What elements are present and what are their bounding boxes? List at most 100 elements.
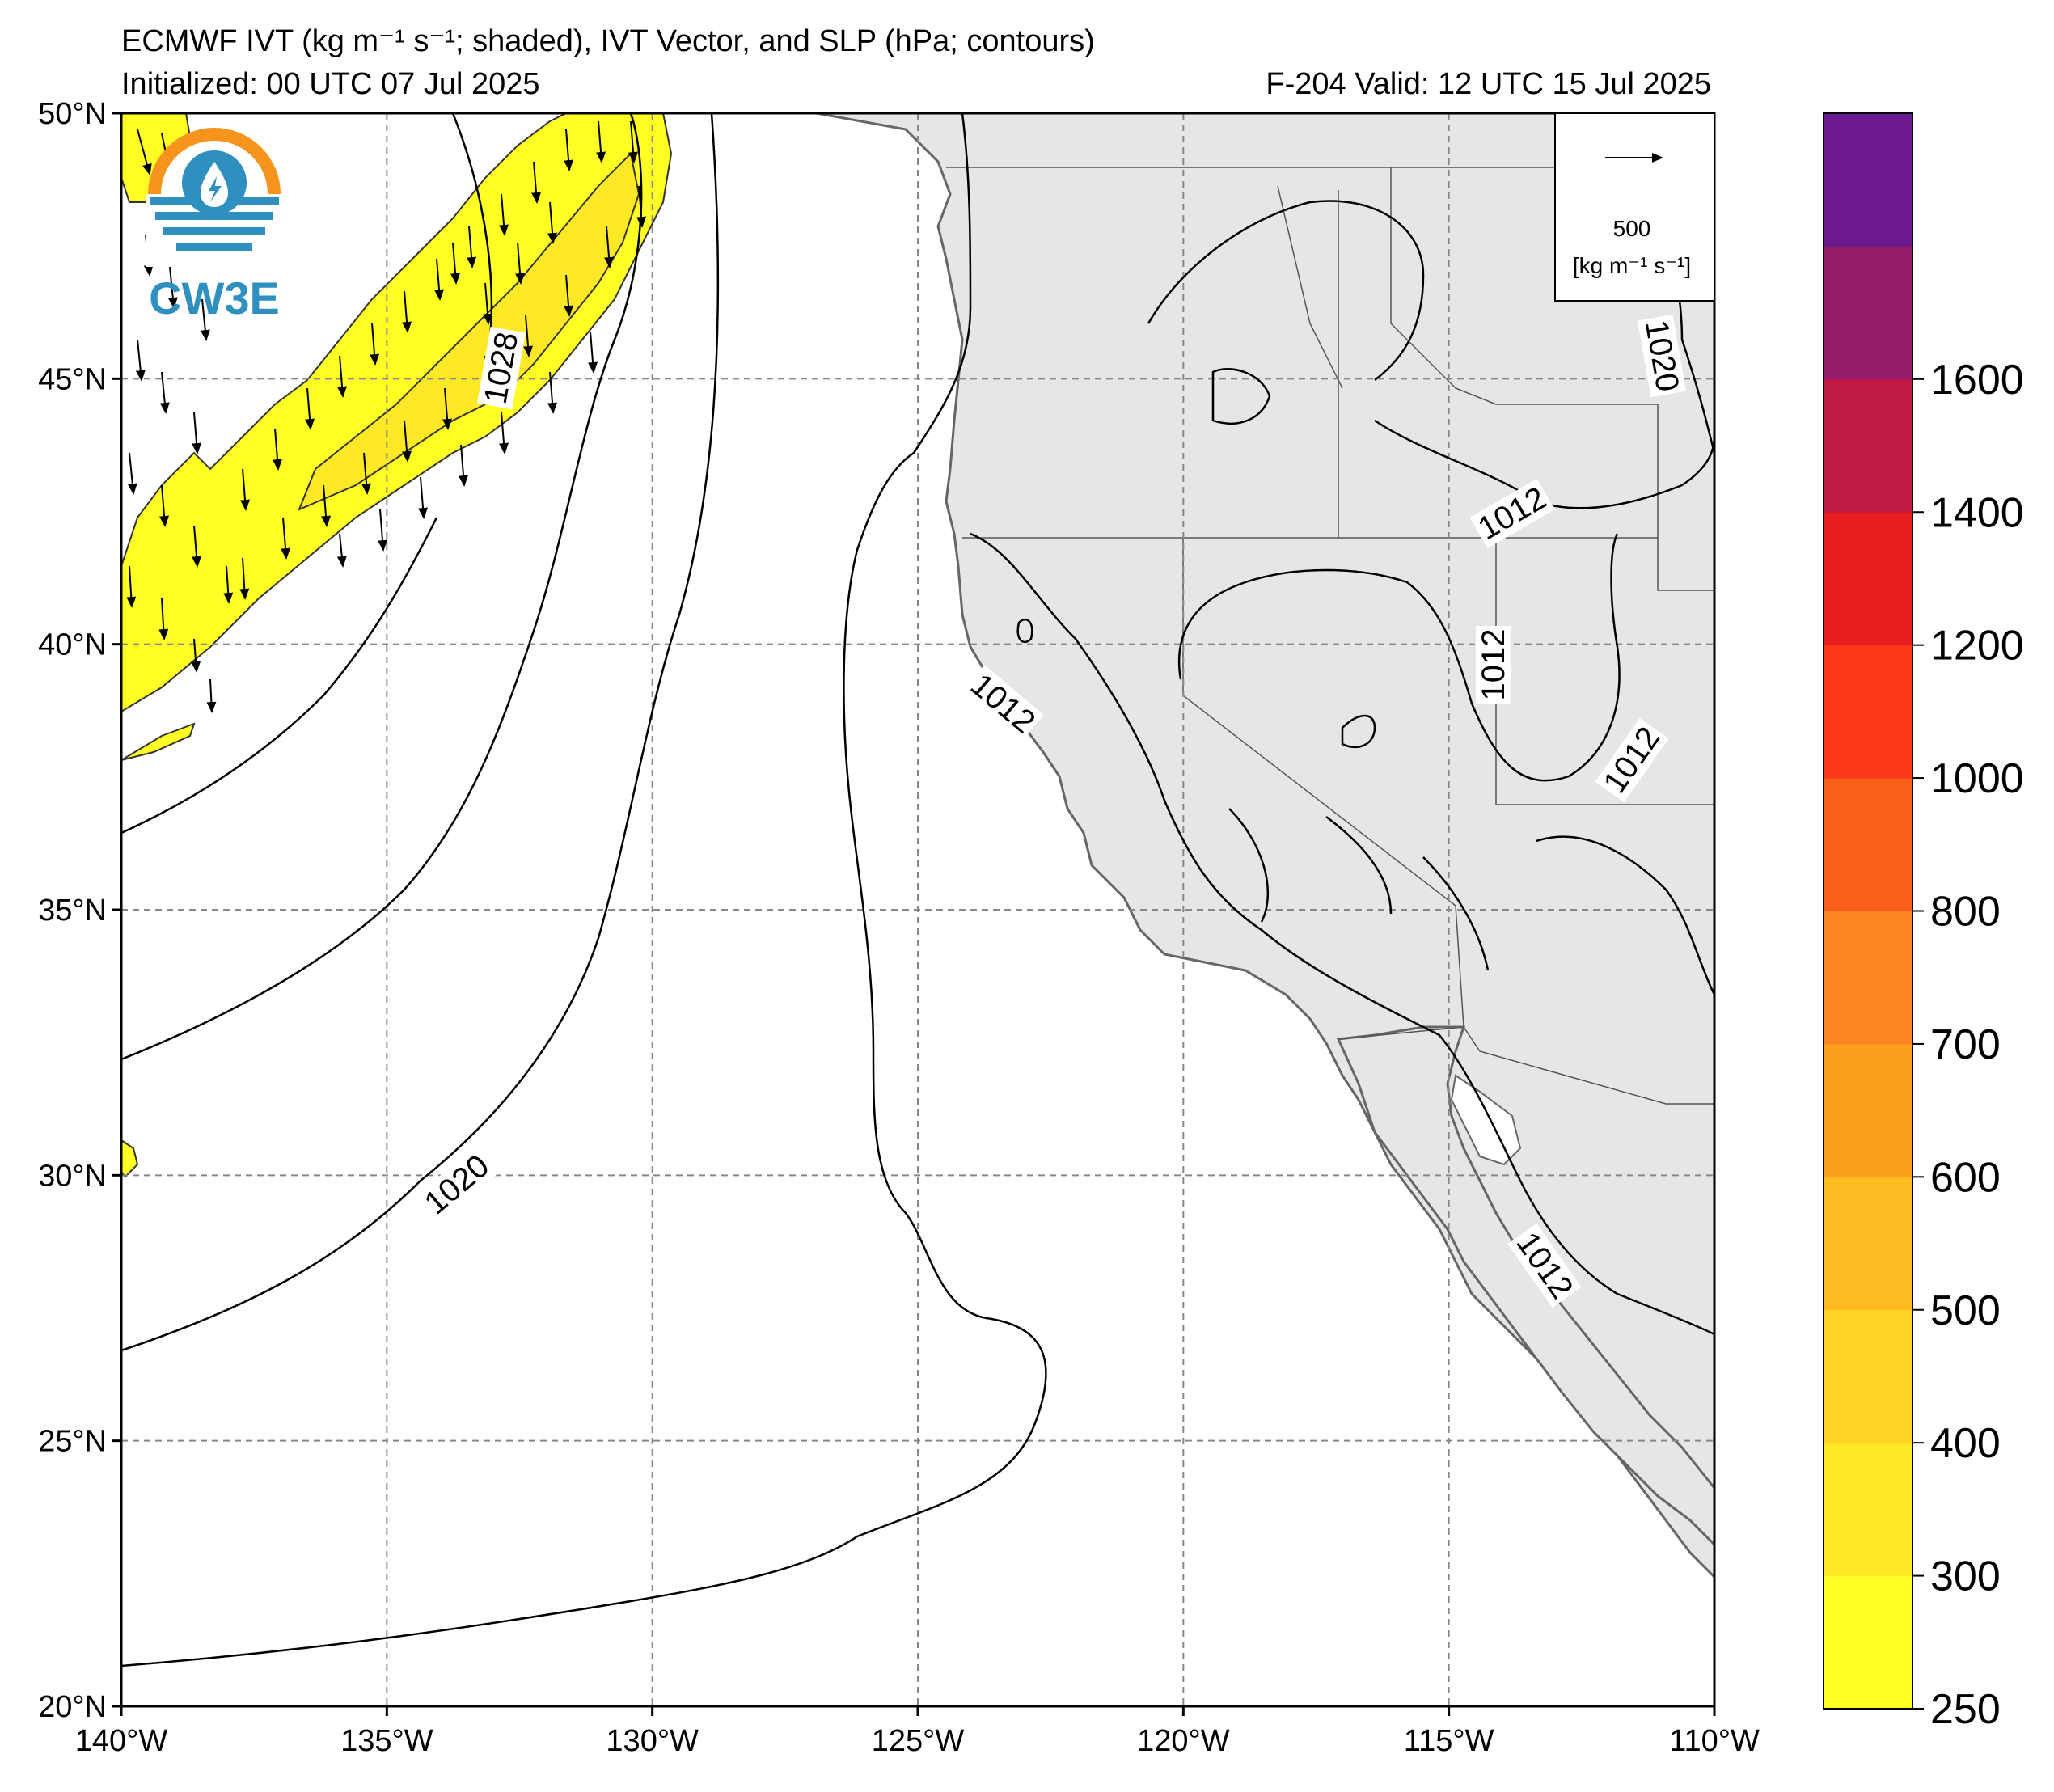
colorbar-segment <box>1824 246 1912 380</box>
ivt-vector-arrow <box>336 533 347 568</box>
ivt-vector-arrow <box>418 476 429 519</box>
cw3e-logo: CW3E <box>146 128 283 323</box>
contour-label-box <box>476 326 526 410</box>
ivt-vector-arrow <box>337 355 348 398</box>
ivt-vector-arrow <box>636 185 647 228</box>
y-tick-label: 20°N <box>38 1690 107 1724</box>
slp-contours <box>121 113 1714 1667</box>
vector-legend-box <box>1554 112 1715 302</box>
ivt-vector-arrow <box>192 525 202 568</box>
baja-peninsula <box>1336 1025 1714 1547</box>
valid-time: F-204 Valid: 12 UTC 15 Jul 2025 <box>1266 67 1711 101</box>
map-area: 1028 1020 1012 1012 1012 1012 <box>121 113 1714 1706</box>
ivt-vector-arrow <box>467 226 477 268</box>
x-tick-label: 120°W <box>1137 1724 1230 1758</box>
contour-label-box <box>1476 626 1511 704</box>
ivt-vector-arrow <box>434 258 445 301</box>
ivt-vector-arrow <box>370 323 380 366</box>
vector-legend: 500 [kg m⁻¹ s⁻¹] <box>1554 112 1715 302</box>
map-axes: 140°W 135°W 130°W 125°W 120°W 115°W 110°W 50°N 4… <box>38 97 1760 1758</box>
ivt-vector-arrow <box>191 638 201 673</box>
ivt-vector-arrow <box>628 120 639 163</box>
ivt-vector-arrow <box>159 371 170 414</box>
y-tick-label: 45°N <box>38 362 107 396</box>
ivt-vector-arrow <box>378 509 388 552</box>
colorbar-segment <box>1824 1043 1912 1177</box>
colorbar-segment <box>1824 645 1912 779</box>
colorbar-segment <box>1824 1443 1912 1577</box>
ivt-vector-arrow <box>547 371 558 414</box>
colorbar-tick-label: 1000 <box>1930 755 2024 802</box>
ivt-vector-arrow <box>402 290 412 333</box>
lightning-icon <box>209 176 222 202</box>
ivt-vector-arrow <box>159 484 170 527</box>
colorbar-tick-label: 250 <box>1930 1686 2001 1733</box>
colorbar-tick-label: 1600 <box>1930 357 2024 404</box>
ivt-vector-arrow <box>240 468 251 511</box>
ivt-vector-arrow <box>305 387 315 430</box>
ivt-vector-arrow <box>483 282 493 325</box>
contour-label-box <box>416 1146 498 1224</box>
ivt-vector-arrow <box>459 444 469 487</box>
ivt-vector-arrow <box>223 565 234 604</box>
colorbar-tick-label: 600 <box>1930 1154 2001 1201</box>
ivt-vector-arrow <box>442 387 453 430</box>
contour-label-box <box>1507 1224 1582 1308</box>
ivt-vector-arrow <box>547 201 558 244</box>
contour-label-box <box>1469 478 1555 549</box>
colorbar-segment <box>1824 778 1912 911</box>
ivt-vectors <box>126 120 647 713</box>
ivt-vector-arrow <box>515 242 526 285</box>
contour-label-box <box>1637 314 1687 398</box>
ivt-vector-arrow <box>499 412 509 454</box>
ivt-vector-arrow <box>192 412 202 454</box>
vector-legend-value: 500 <box>1613 216 1651 241</box>
ivt-vector-arrow <box>604 226 615 268</box>
colorbar-segment <box>1824 1309 1912 1443</box>
colorbar-tick-label: 800 <box>1930 889 2001 936</box>
initialized-time: Initialized: 00 UTC 07 Jul 2025 <box>121 67 540 101</box>
contour-label-box <box>1595 718 1669 802</box>
x-tick-label: 135°W <box>340 1724 433 1758</box>
ivt-vector-arrow <box>200 298 210 341</box>
ivt-shading-edge <box>121 1139 139 1178</box>
colorbar-segment <box>1824 378 1912 513</box>
ivt-vector-arrow <box>564 274 574 317</box>
gridlines <box>121 113 1714 1706</box>
colorbar-tick-label: 1400 <box>1930 489 2024 536</box>
ivt-vector-arrow <box>135 339 146 382</box>
contour-label-1012-basin: 1012 <box>1476 629 1511 701</box>
colorbar-segment <box>1824 113 1912 247</box>
ivt-vector-arrow <box>158 598 169 640</box>
colorbar-segment <box>1824 512 1912 646</box>
ivt-vector-arrow <box>206 678 217 713</box>
x-tick-label: 110°W <box>1669 1724 1760 1758</box>
ivt-vector-arrow <box>127 452 137 495</box>
colorbar-tick-label: 700 <box>1930 1021 2001 1068</box>
ivt-shading-small <box>121 722 196 761</box>
ivt-vector-arrow <box>531 161 542 204</box>
y-tick-label: 35°N <box>38 894 107 928</box>
colorbar-segment <box>1824 1177 1912 1311</box>
y-tick-label: 50°N <box>38 97 107 131</box>
ivt-vector-arrow <box>281 517 291 560</box>
ivt-vector-arrow <box>361 452 372 495</box>
vector-legend-unit: [kg m⁻¹ s⁻¹] <box>1573 253 1691 278</box>
ivt-vector-arrow <box>126 565 137 608</box>
ivt-vector-arrow <box>137 129 152 175</box>
colorbar: 250 300 400 500 600 700 800 1000 1200 1400 1600 <box>1823 112 2024 1733</box>
ivt-vector-arrow <box>402 420 412 463</box>
y-tick-label: 25°N <box>38 1425 107 1459</box>
ivt-vector-arrow <box>273 428 283 471</box>
logo-text: CW3E <box>149 273 280 323</box>
colorbar-tick-label: 300 <box>1930 1553 2001 1600</box>
y-tick-label: 30°N <box>38 1159 107 1193</box>
x-tick-label: 140°W <box>75 1724 168 1758</box>
ivt-vector-arrow <box>523 315 534 357</box>
ivt-vector-arrow <box>167 266 178 309</box>
x-tick-label: 125°W <box>872 1724 965 1758</box>
ivt-vector-arrow <box>321 484 332 527</box>
ivt-vector-arrow <box>499 193 509 236</box>
x-tick-label: 130°W <box>606 1724 699 1758</box>
